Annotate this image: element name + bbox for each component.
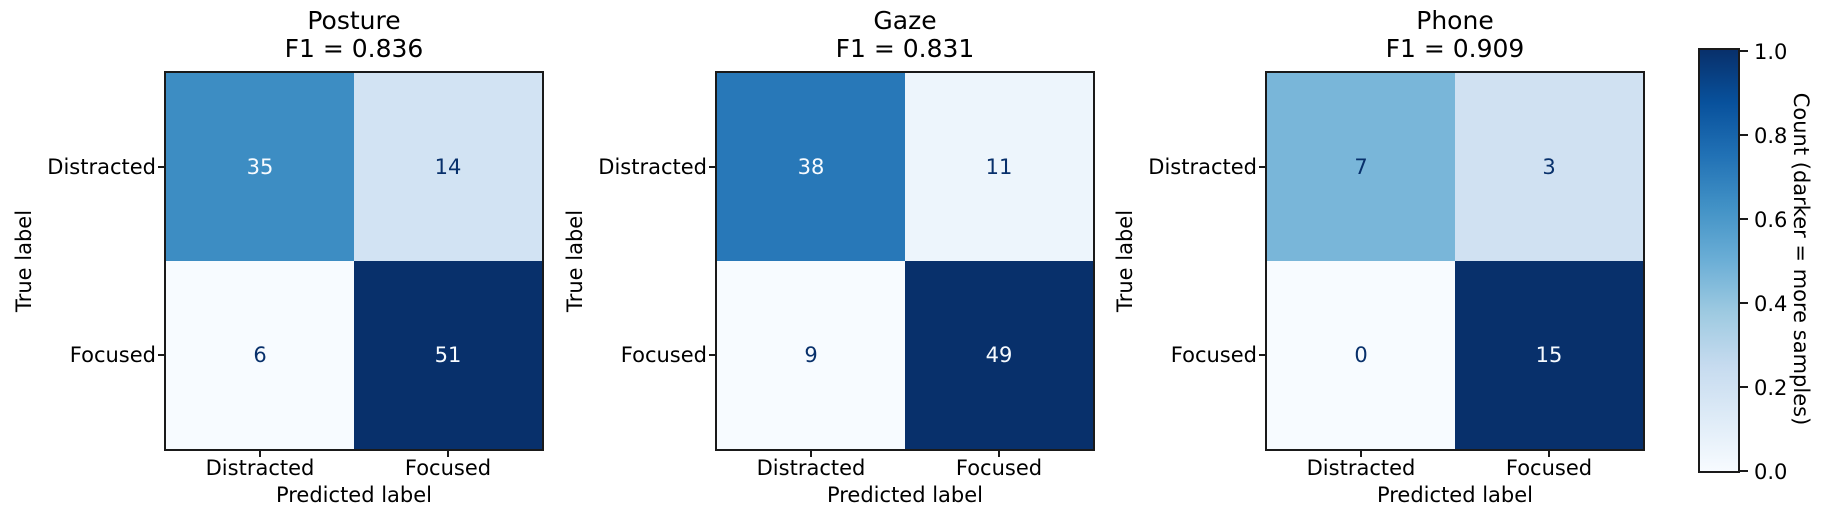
matrix-cell-tn: 35 bbox=[166, 73, 354, 261]
x-tick-mark bbox=[1548, 449, 1550, 457]
y-axis-label: True label bbox=[563, 209, 587, 313]
colorbar-tick-label: 0.8 bbox=[1754, 124, 1788, 148]
panel-gaze: Gaze F1 = 0.831 True label Distracted Fo… bbox=[563, 0, 1107, 528]
colorbar-tick-mark bbox=[1740, 134, 1748, 136]
matrix-cell-fp: 14 bbox=[354, 73, 542, 261]
y-tick-mark bbox=[1259, 354, 1267, 356]
x-tick-label-distracted: Distracted bbox=[1306, 456, 1416, 480]
x-axis-label: Predicted label bbox=[1376, 483, 1534, 507]
colorbar-tick-label: 0.6 bbox=[1754, 208, 1788, 232]
matrix-cell-tp: 51 bbox=[354, 261, 542, 449]
x-tick-mark bbox=[447, 449, 449, 457]
panel-f1-score: F1 = 0.831 bbox=[835, 34, 975, 63]
x-tick-label-focused: Focused bbox=[404, 456, 492, 480]
confusion-matrix-gaze: 38 11 9 49 bbox=[715, 71, 1095, 451]
y-tick-label-focused: Focused bbox=[1170, 343, 1257, 367]
y-tick-label-focused: Focused bbox=[620, 343, 707, 367]
x-axis-label: Predicted label bbox=[275, 483, 433, 507]
y-tick-label-distracted: Distracted bbox=[47, 155, 156, 179]
matrix-cell-tp: 15 bbox=[1455, 261, 1643, 449]
x-tick-mark bbox=[1360, 449, 1362, 457]
x-tick-label-focused: Focused bbox=[1505, 456, 1593, 480]
y-tick-label-distracted: Distracted bbox=[598, 155, 707, 179]
colorbar-tick-label: 0.0 bbox=[1754, 460, 1788, 484]
matrix-cell-tn: 7 bbox=[1267, 73, 1455, 261]
colorbar-tick-label: 0.2 bbox=[1754, 376, 1788, 400]
x-axis-label: Predicted label bbox=[826, 483, 984, 507]
colorbar-tick-mark bbox=[1740, 218, 1748, 220]
y-tick-mark bbox=[1259, 166, 1267, 168]
x-tick-label-distracted: Distracted bbox=[756, 456, 866, 480]
confusion-matrix-posture: 35 14 6 51 bbox=[164, 71, 544, 451]
colorbar-tick-mark bbox=[1740, 50, 1748, 52]
y-tick-label-distracted: Distracted bbox=[1148, 155, 1257, 179]
matrix-cell-fn: 9 bbox=[717, 261, 905, 449]
y-axis-label: True label bbox=[12, 209, 36, 313]
panel-posture: Posture F1 = 0.836 True label Distracted… bbox=[12, 0, 556, 528]
x-tick-label-focused: Focused bbox=[955, 456, 1043, 480]
matrix-cell-fn: 0 bbox=[1267, 261, 1455, 449]
panel-title: Gaze bbox=[873, 6, 937, 35]
matrix-cell-fp: 3 bbox=[1455, 73, 1643, 261]
matrix-cell-tp: 49 bbox=[905, 261, 1093, 449]
colorbar-tick-mark bbox=[1740, 386, 1748, 388]
colorbar-tick-label: 0.4 bbox=[1754, 292, 1788, 316]
colorbar-tick-mark bbox=[1740, 470, 1748, 472]
colorbar-label: Count (darker = more samples) bbox=[1789, 92, 1813, 426]
x-tick-mark bbox=[998, 449, 1000, 457]
panel-phone: Phone F1 = 0.909 True label Distracted F… bbox=[1113, 0, 1657, 528]
panel-f1-score: F1 = 0.909 bbox=[1385, 34, 1525, 63]
colorbar-tick-mark bbox=[1740, 302, 1748, 304]
matrix-cell-fn: 6 bbox=[166, 261, 354, 449]
colorbar-gradient bbox=[1698, 48, 1740, 473]
panel-title: Posture bbox=[307, 6, 401, 35]
x-tick-mark bbox=[259, 449, 261, 457]
x-tick-label-distracted: Distracted bbox=[205, 456, 315, 480]
y-tick-mark bbox=[709, 166, 717, 168]
colorbar-tick-label: 1.0 bbox=[1754, 40, 1788, 64]
y-tick-label-focused: Focused bbox=[69, 343, 156, 367]
panel-title: Phone bbox=[1416, 6, 1494, 35]
y-tick-mark bbox=[158, 354, 166, 356]
confusion-matrix-phone: 7 3 0 15 bbox=[1265, 71, 1645, 451]
panel-f1-score: F1 = 0.836 bbox=[284, 34, 424, 63]
x-tick-mark bbox=[810, 449, 812, 457]
matrix-cell-tn: 38 bbox=[717, 73, 905, 261]
y-tick-mark bbox=[709, 354, 717, 356]
y-axis-label: True label bbox=[1113, 209, 1137, 313]
matrix-cell-fp: 11 bbox=[905, 73, 1093, 261]
y-tick-mark bbox=[158, 166, 166, 168]
